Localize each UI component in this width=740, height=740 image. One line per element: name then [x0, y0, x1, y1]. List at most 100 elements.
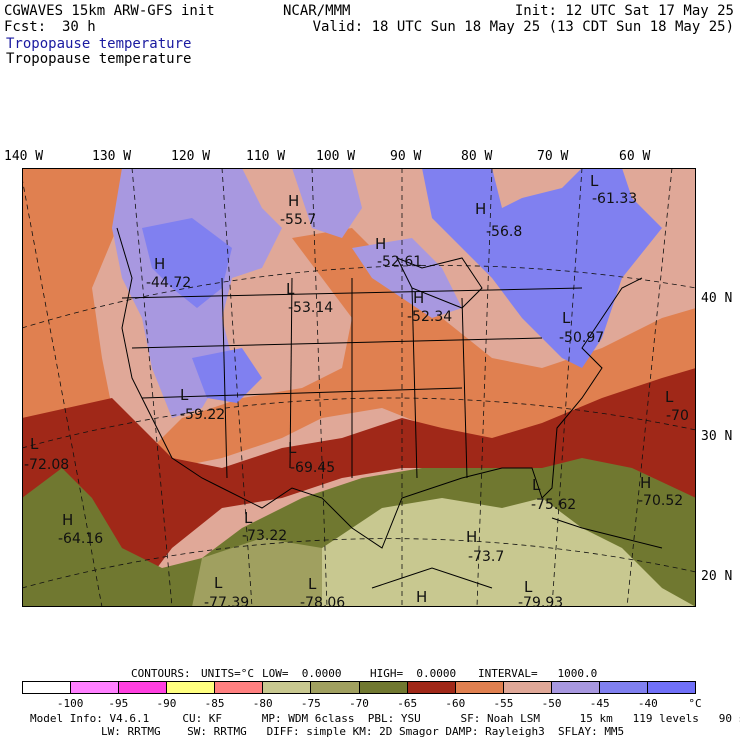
extrema-marker: L [30, 435, 39, 453]
colorbar-swatch [407, 682, 456, 693]
units-label: UNITS=°C [201, 667, 254, 680]
extrema-value: -52.34 [407, 309, 452, 325]
lat-label: 20 N [701, 569, 733, 584]
shade-blue-northeast [422, 168, 696, 368]
extrema-value: -70 [666, 408, 689, 424]
colorbar-swatch [359, 682, 408, 693]
organization: NCAR/MMM [283, 3, 351, 19]
extrema-marker: H [375, 235, 386, 253]
model-info-line2: LW: RRTMG SW: RRTMG DIFF: simple KM: 2D … [101, 725, 625, 738]
colorbar-label: -90 [156, 697, 177, 710]
forecast-value: 30 h [62, 19, 96, 35]
lon-label: 100 W [316, 149, 356, 164]
colorbar-swatch [503, 682, 552, 693]
extrema-value: -77.39 [204, 595, 249, 607]
colorbar-swatch [215, 682, 264, 693]
extrema-marker: H [154, 255, 165, 273]
extrema-value: -55.7 [280, 212, 316, 228]
colorbar [22, 681, 696, 694]
extrema-value: -72.08 [24, 457, 69, 473]
shade-blue-rockies [192, 348, 262, 403]
tropopause-temperature-map [22, 168, 696, 607]
extrema-value: -75.62 [531, 497, 576, 513]
lat-label: 30 N [701, 429, 733, 444]
colorbar-label: -50 [541, 697, 562, 710]
colorbar-label: -100 [56, 697, 84, 710]
extrema-value: -56.8 [486, 224, 522, 240]
extrema-value: -79.93 [518, 595, 563, 607]
extrema-marker: H [288, 192, 299, 210]
init-time: Init: 12 UTC Sat 17 May 25 [514, 3, 734, 19]
lon-label: 110 W [246, 149, 286, 164]
colorbar-swatch [119, 682, 168, 693]
extrema-value: -44.72 [146, 275, 191, 291]
extrema-marker: L [524, 578, 533, 596]
extrema-marker: L [590, 172, 599, 190]
extrema-marker: L [244, 509, 253, 527]
extrema-marker: L [214, 574, 223, 592]
extrema-value: -70.52 [638, 493, 683, 509]
colorbar-swatch [455, 682, 504, 693]
colorbar-swatch [311, 682, 360, 693]
lon-label: 70 W [537, 149, 569, 164]
shade-lightolive-pacific [192, 538, 322, 607]
extrema-marker: L [308, 575, 317, 593]
colorbar-swatch [71, 682, 120, 693]
forecast-label: Fcst: [4, 19, 47, 35]
model-title: CGWAVES 15km ARW-GFS init [4, 3, 215, 19]
colorbar-label: -40 [637, 697, 658, 710]
colorbar-swatch [263, 682, 312, 693]
colorbar-label: °C [688, 697, 702, 710]
shade-orange-west [22, 168, 132, 438]
lon-label: 90 W [390, 149, 422, 164]
contours-label: CONTOURS: [131, 667, 191, 680]
colorbar-label: -55 [493, 697, 514, 710]
extrema-value: -73.7 [468, 549, 504, 565]
colorbar-labels: -100 -95 -90 -85 -80 -75 -70 -65 -60 -55 -50 -45 -40… [22, 697, 702, 710]
colorbar-label: -85 [204, 697, 225, 710]
extrema-marker: H [466, 528, 477, 546]
lon-label: 120 W [171, 149, 211, 164]
shade-orange-central [142, 228, 696, 468]
extrema-marker: H [413, 289, 424, 307]
lon-label: 130 W [92, 149, 132, 164]
colorbar-label: -65 [397, 697, 418, 710]
high-label: HIGH= 0.0000 [370, 667, 457, 680]
shade-pink-corner [622, 168, 696, 228]
colorbar-label: -80 [252, 697, 273, 710]
colorbar-label: -70 [349, 697, 369, 710]
extrema-value: -73.22 [242, 528, 287, 544]
extrema-value: -64.16 [58, 531, 103, 547]
shade-blue-northwest-core [142, 218, 232, 308]
extrema-marker: H [475, 200, 486, 218]
extrema-value: -59.22 [180, 407, 225, 423]
extrema-marker: H [62, 511, 73, 529]
extrema-value: -52.61 [377, 254, 422, 270]
colorbar-label: -75 [300, 697, 321, 710]
extrema-marker: L [180, 386, 189, 404]
field-title-contour: Tropopause temperature [6, 51, 192, 67]
shade-pink-hudson [502, 168, 582, 198]
extrema-labels: H -55.7 H -52.61 H -44.72 L -53.14 H -52… [24, 172, 689, 607]
extrema-marker: L [532, 476, 541, 494]
shade-blue-north [292, 168, 362, 238]
colorbar-swatch [551, 682, 600, 693]
colorbar-swatch [648, 682, 696, 693]
lat-label: 40 N [701, 291, 733, 306]
colorbar-swatch [599, 682, 649, 693]
low-label: LOW= 0.0000 [262, 667, 342, 680]
shade-lightolive-gulf [322, 498, 696, 607]
lon-label: 80 W [461, 149, 493, 164]
extrema-marker: H [416, 588, 427, 606]
shade-darkred-south [22, 368, 696, 607]
extrema-marker: L [665, 388, 674, 406]
lon-label: 140 W [4, 149, 44, 164]
extrema-marker: L [562, 309, 571, 327]
colorbar-label: -45 [589, 697, 610, 710]
extrema-value: -69.45 [290, 460, 335, 476]
colorbar-label: -60 [445, 697, 466, 710]
extrema-value: -78.06 [300, 595, 345, 607]
valid-time: Valid: 18 UTC Sun 18 May 25 (13 CDT Sun … [312, 19, 734, 35]
extrema-marker: L [286, 280, 295, 298]
extrema-value: -53.14 [288, 300, 333, 316]
